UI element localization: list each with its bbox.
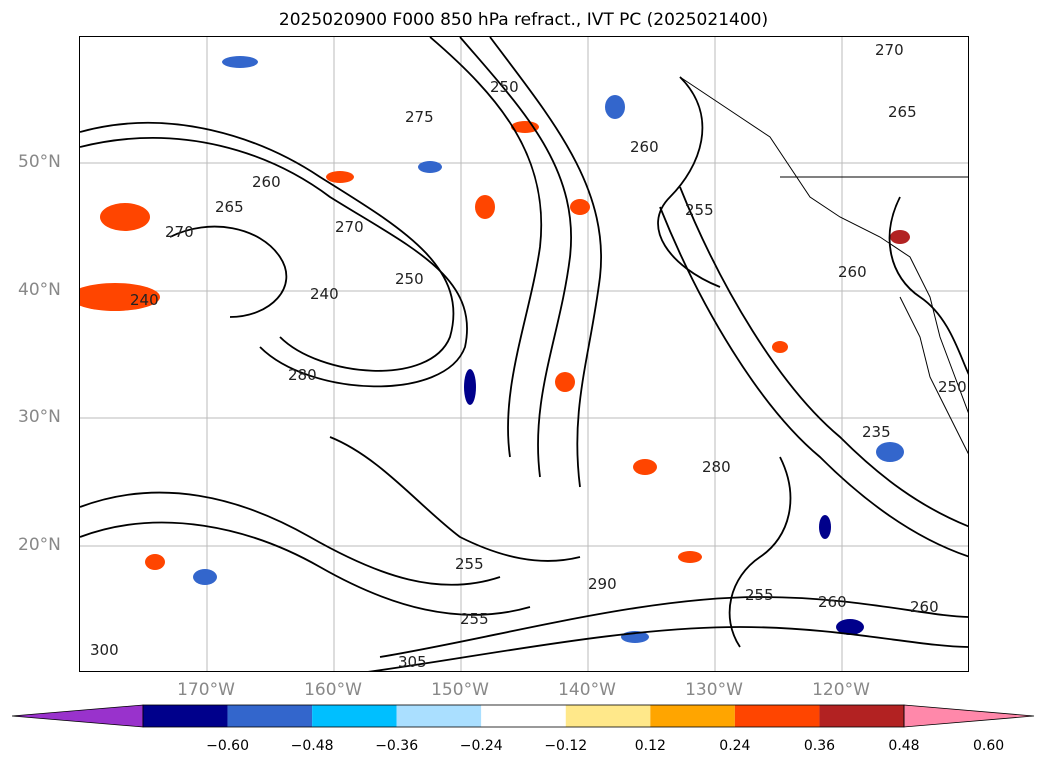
graticule bbox=[80, 37, 968, 671]
contour-label: 280 bbox=[288, 366, 317, 384]
colorbar-tick-label: −0.12 bbox=[544, 738, 588, 754]
lon-label-170w: 170°W bbox=[177, 680, 235, 700]
colorbar-segment bbox=[227, 705, 313, 727]
refractivity-patches bbox=[80, 56, 910, 643]
contour-label: 240 bbox=[310, 285, 339, 303]
lon-label-140w: 140°W bbox=[558, 680, 616, 700]
contour-label: 260 bbox=[818, 593, 847, 611]
contour-label: 265 bbox=[888, 103, 917, 121]
colorbar-svg bbox=[11, 704, 1035, 728]
colorbar-extend-low bbox=[11, 704, 144, 728]
colorbar-tick-label: −0.48 bbox=[290, 738, 334, 754]
lon-label-120w: 120°W bbox=[812, 680, 870, 700]
contour-label: 240 bbox=[130, 291, 159, 309]
contour-label: 300 bbox=[90, 641, 119, 659]
colorbar-border bbox=[142, 704, 905, 728]
colorbar-tick-label: −0.36 bbox=[375, 738, 419, 754]
colorbar-segment bbox=[143, 705, 228, 727]
colorbar-tick-label: −0.24 bbox=[459, 738, 503, 754]
contour-label: 280 bbox=[702, 458, 731, 476]
colorbar-segment bbox=[565, 705, 651, 727]
contour-label: 275 bbox=[405, 108, 434, 126]
colorbar-segment bbox=[396, 705, 482, 727]
contour-label: 255 bbox=[460, 610, 489, 628]
contour-label: 290 bbox=[588, 575, 617, 593]
colorbar-tick-label: 0.24 bbox=[719, 738, 751, 754]
map-svg: 270 265 250 275 260 260 265 270 255 260 … bbox=[80, 37, 968, 671]
contour-label: 255 bbox=[745, 586, 774, 604]
contour-label: 270 bbox=[165, 223, 194, 241]
contour-label: 260 bbox=[910, 598, 939, 616]
colorbar-tick-label: 0.48 bbox=[888, 738, 920, 754]
colorbar-segment bbox=[481, 705, 566, 727]
contour-label: 305 bbox=[398, 653, 427, 671]
contour-label: 250 bbox=[938, 378, 967, 396]
map-panel: 270 265 250 275 260 260 265 270 255 260 … bbox=[79, 36, 969, 672]
colorbar-tick-label: 0.12 bbox=[634, 738, 666, 754]
contour-label: 250 bbox=[490, 78, 519, 96]
figure-title: 2025020900 F000 850 hPa refract., IVT PC… bbox=[278, 10, 769, 30]
ivt-contours bbox=[80, 37, 968, 671]
lat-label-20n: 20°N bbox=[18, 535, 61, 555]
contour-label: 265 bbox=[215, 198, 244, 216]
contour-label: 235 bbox=[862, 423, 891, 441]
colorbar bbox=[11, 703, 1036, 733]
lon-label-150w: 150°W bbox=[431, 680, 489, 700]
lon-label-160w: 160°W bbox=[304, 680, 362, 700]
coastline bbox=[679, 76, 968, 455]
lon-label-130w: 130°W bbox=[685, 680, 743, 700]
colorbar-tick-label: −0.60 bbox=[206, 738, 249, 754]
contour-label: 270 bbox=[875, 41, 904, 59]
lat-label-40n: 40°N bbox=[18, 280, 61, 300]
colorbar-tick-label: 0.36 bbox=[803, 738, 836, 754]
colorbar-tick-label: 0.60 bbox=[972, 738, 1005, 754]
contour-label: 255 bbox=[685, 201, 714, 219]
contour-label: 260 bbox=[838, 263, 867, 281]
contour-label: 270 bbox=[335, 218, 364, 236]
contour-label: 250 bbox=[395, 270, 424, 288]
colorbar-segment bbox=[650, 705, 735, 727]
colorbar-segment bbox=[819, 705, 904, 727]
lat-label-30n: 30°N bbox=[18, 407, 61, 427]
lat-label-50n: 50°N bbox=[18, 152, 61, 172]
contour-label: 260 bbox=[252, 173, 281, 191]
colorbar-segment bbox=[734, 705, 820, 727]
contour-label: 255 bbox=[455, 555, 484, 573]
colorbar-extend-high bbox=[903, 704, 1035, 728]
contour-label: 260 bbox=[630, 138, 659, 156]
contour-labels: 270 265 250 275 260 260 265 270 255 260 … bbox=[90, 41, 967, 671]
colorbar-segment bbox=[312, 705, 397, 727]
